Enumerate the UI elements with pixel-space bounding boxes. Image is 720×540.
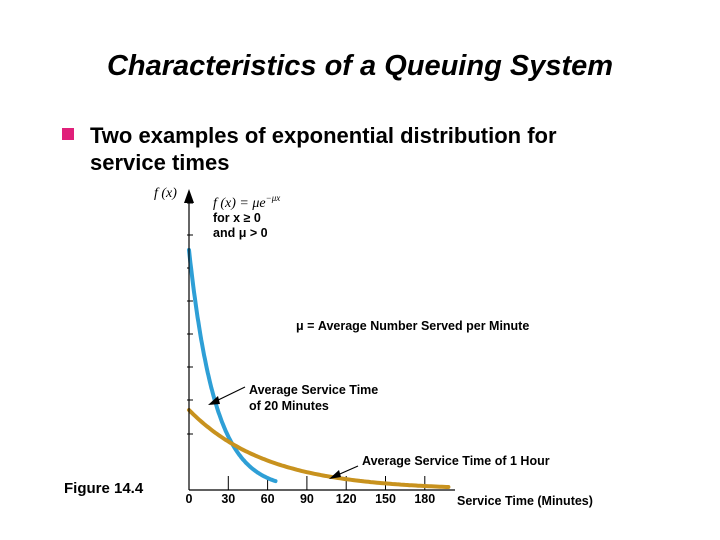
x-tick-label-180: 180 (414, 492, 435, 506)
bullet-text-line-2: service times (90, 150, 230, 175)
avg60-arrow-icon (329, 470, 341, 479)
avg60-label: Average Service Time of 1 Hour (362, 454, 550, 468)
chart-curves (187, 248, 451, 489)
x-tick-label-90: 90 (300, 492, 314, 506)
avg20-arrow-icon (208, 396, 220, 405)
x-tick-label-120: 120 (336, 492, 357, 506)
y-axis-ticks (187, 202, 193, 435)
avg20-label-line-2: of 20 Minutes (249, 399, 329, 413)
x-tick-label-60: 60 (261, 492, 275, 506)
avg20-label-line-1: Average Service Time (249, 383, 378, 397)
bullet-text: Two examples of exponential distribution… (90, 122, 557, 176)
mu-definition: μ = Average Number Served per Minute (296, 319, 529, 333)
formula-exponent: −μx (266, 193, 281, 203)
x-axis-label: Service Time (Minutes) (457, 494, 593, 508)
formula-line-1: f (x) = μe−μx (213, 193, 280, 211)
x-axis-ticks: 0 30 60 90 120 150 180 (186, 476, 435, 506)
formula-main: f (x) = μe (213, 196, 266, 211)
x-tick-label-0: 0 (186, 492, 193, 506)
formula-line-2: for x ≥ 0 (213, 211, 261, 225)
formula-block: f (x) = μe−μx for x ≥ 0 and μ > 0 (213, 193, 280, 240)
x-tick-label-150: 150 (375, 492, 396, 506)
curve-mean-20-min (187, 248, 278, 484)
x-tick-label-30: 30 (221, 492, 235, 506)
bullet-square-icon (62, 128, 74, 140)
figure-label: Figure 14.4 (64, 480, 144, 497)
formula-line-3: and μ > 0 (213, 226, 268, 240)
slide-title: Characteristics of a Queuing System (106, 50, 614, 82)
y-axis-arrow-icon (184, 189, 194, 203)
bullet-text-line-1: Two examples of exponential distribution… (90, 123, 557, 148)
curve-mean-60-min (187, 408, 451, 489)
y-axis-label: f (x) (154, 186, 177, 201)
